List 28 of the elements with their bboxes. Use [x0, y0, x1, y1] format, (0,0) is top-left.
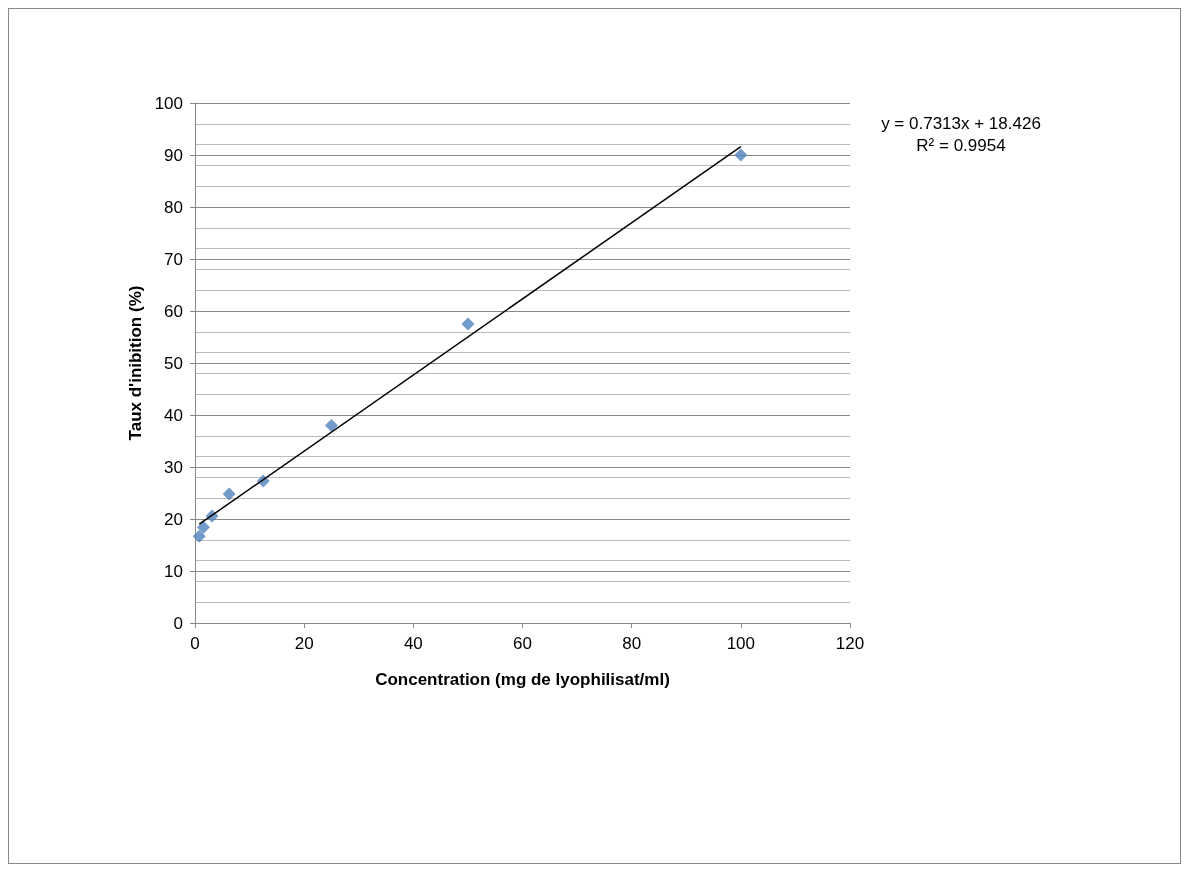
x-axis-title: Concentration (mg de lyophilisat/ml) — [375, 670, 670, 689]
y-tick-label: 20 — [164, 509, 183, 529]
y-tick-label: 10 — [164, 561, 183, 581]
point — [222, 487, 236, 501]
text: y = 0.7313x + 18.426 — [881, 114, 1041, 133]
point — [197, 520, 211, 534]
point — [192, 529, 206, 543]
y-axis-title: Taux d'inibition (%) — [125, 285, 145, 441]
text: R² = 0.9954 — [916, 136, 1006, 155]
y-tick-label: 70 — [164, 249, 183, 269]
x-tick-label: 80 — [622, 634, 642, 653]
y-tick-label: 80 — [164, 197, 183, 217]
x-tick-label: 0 — [190, 634, 200, 653]
point — [461, 317, 475, 331]
y-tick-label: 90 — [164, 145, 183, 165]
x-tick-label: 60 — [513, 634, 532, 653]
x-tick-label: 40 — [403, 634, 423, 653]
x-tick-label: 20 — [294, 634, 314, 653]
y-tick-label: 40 — [164, 405, 183, 425]
y-tick-label: 100 — [154, 93, 183, 113]
x-tick-label: 100 — [726, 634, 756, 653]
y-tick-label: 30 — [164, 457, 183, 477]
point — [324, 418, 338, 432]
y-tick-label: 0 — [173, 613, 183, 633]
y-tick-label: 50 — [164, 353, 183, 373]
y-tick-label: 60 — [164, 301, 183, 321]
x-tick-label: 120 — [835, 634, 865, 653]
point — [734, 148, 748, 162]
